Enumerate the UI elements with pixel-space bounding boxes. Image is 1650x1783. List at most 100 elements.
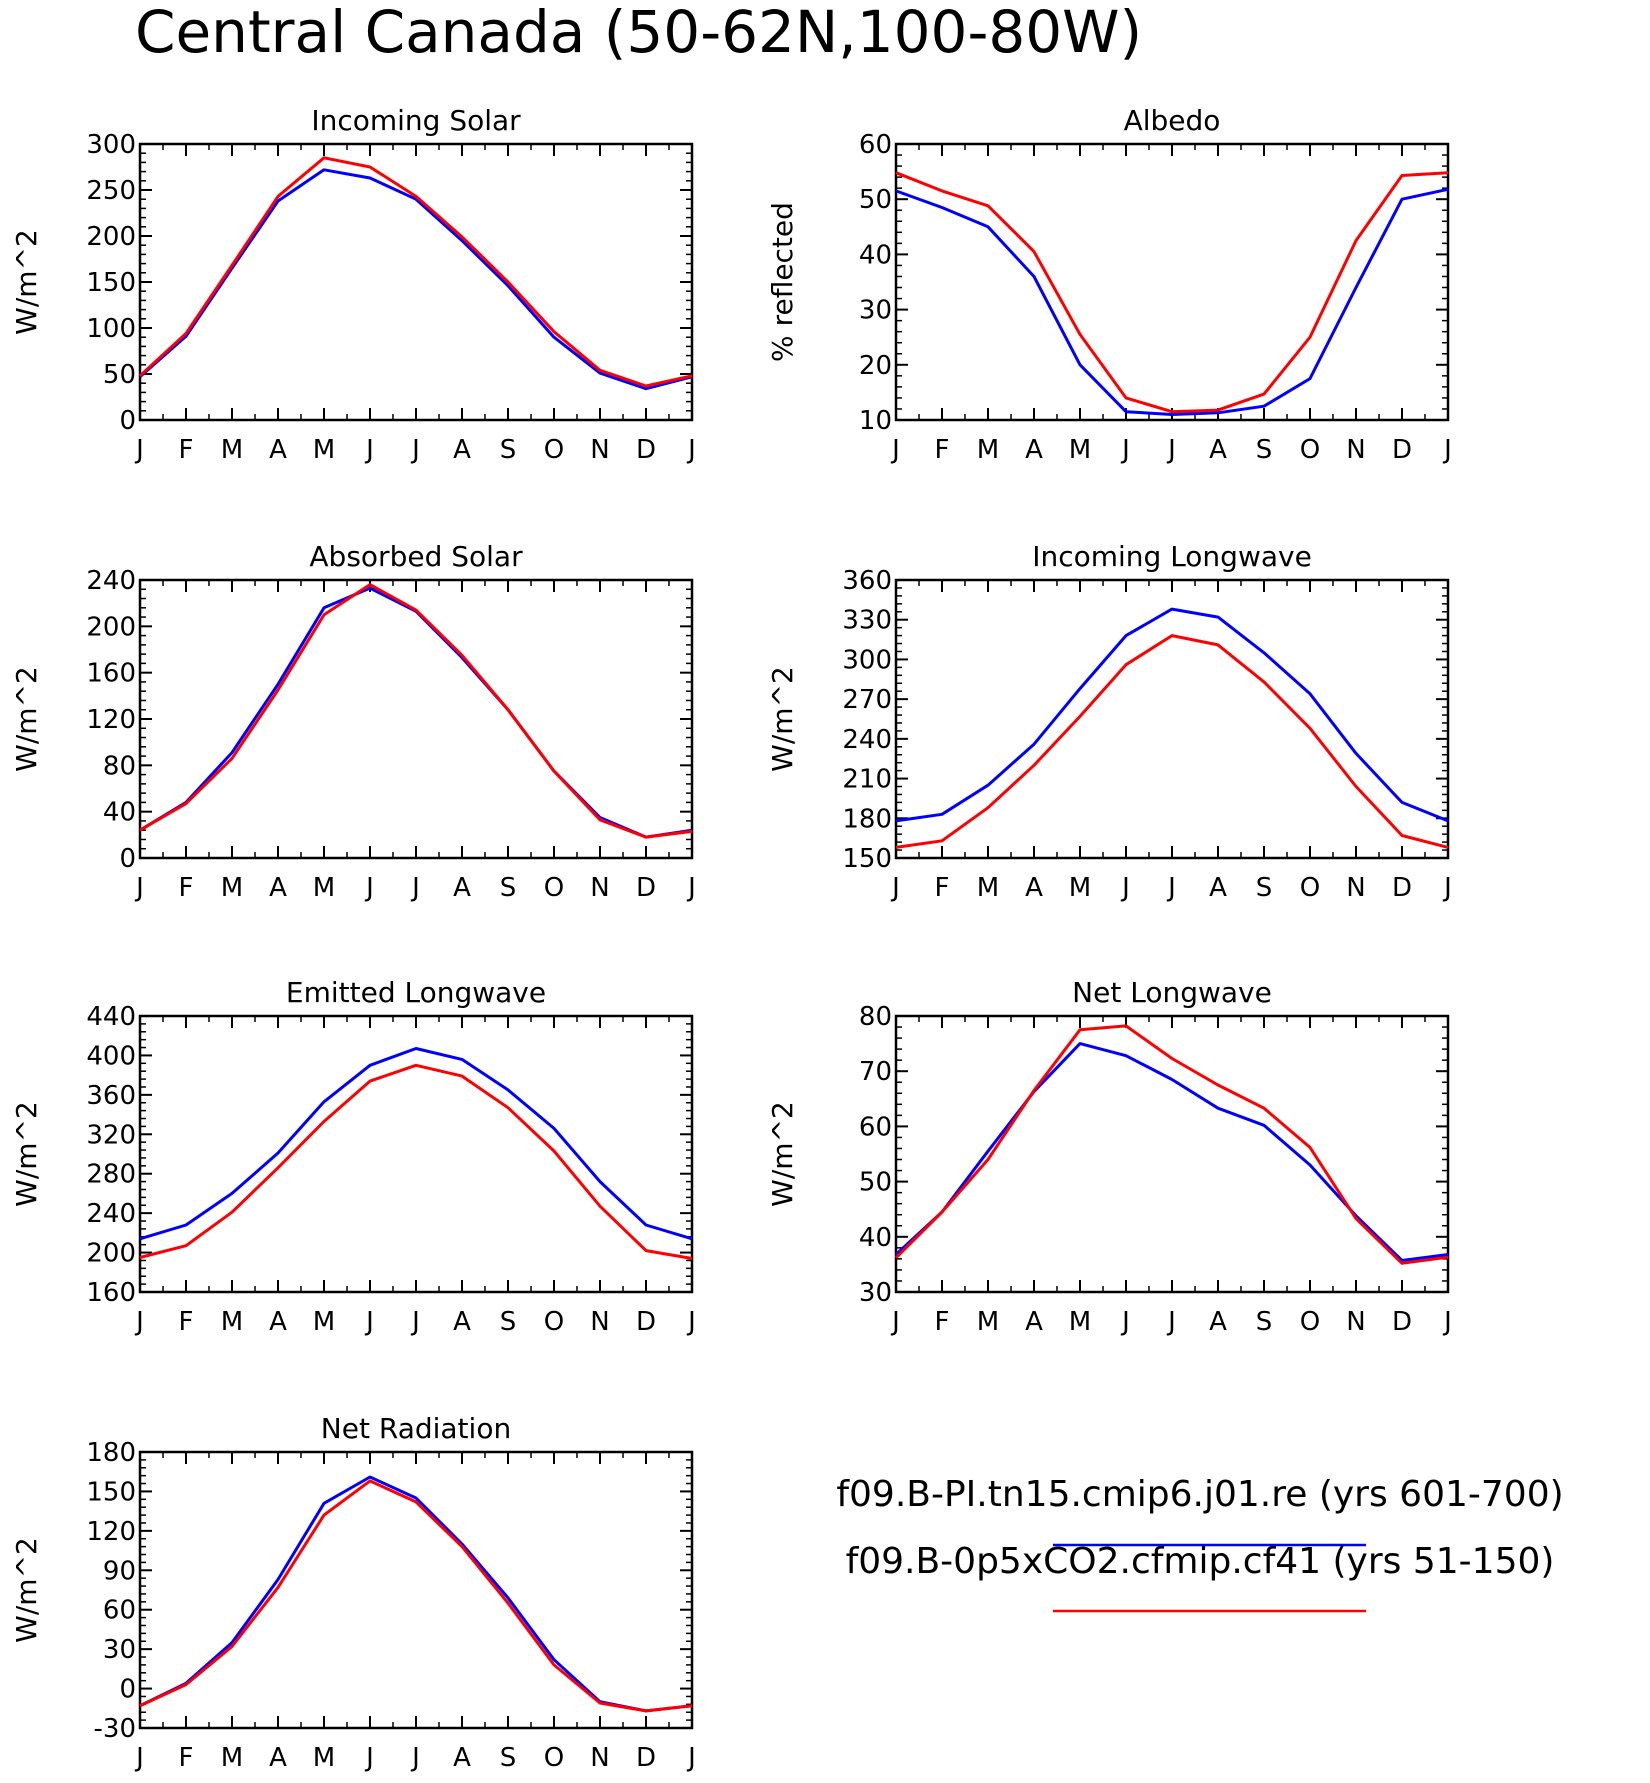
net-radiation-x-tick-label: J xyxy=(410,1743,420,1773)
incoming-longwave-x-tick-label: O xyxy=(1300,873,1320,903)
absorbed-solar-x-tick-label: F xyxy=(179,873,194,903)
incoming-longwave-y-tick-label: 150 xyxy=(842,844,892,874)
albedo-x-tick-label: S xyxy=(1256,435,1273,465)
absorbed-solar-x-tick-label: A xyxy=(453,873,471,903)
net-radiation-y-tick-label: 90 xyxy=(103,1556,136,1586)
albedo-frame xyxy=(894,142,1450,422)
net-radiation-x-tick-label: S xyxy=(500,1743,517,1773)
net-longwave-x-tick-label: S xyxy=(1256,1307,1273,1337)
net-radiation-x-tick-label: D xyxy=(636,1743,656,1773)
incoming-solar-y-tick-label: 100 xyxy=(86,314,136,344)
net-longwave-x-tick-label: J xyxy=(1442,1307,1452,1337)
emitted-longwave-x-tick-label: A xyxy=(453,1307,471,1337)
absorbed-solar-x-tick-label: N xyxy=(590,873,609,903)
emitted-longwave-y-tick-label: 280 xyxy=(86,1160,136,1190)
incoming-solar-y-tick-label: 50 xyxy=(103,360,136,390)
emitted-longwave-x-tick-label: J xyxy=(134,1307,144,1337)
net-longwave-y-tick-label: 60 xyxy=(859,1112,892,1142)
emitted-longwave-series-0-line xyxy=(139,1047,693,1241)
incoming-longwave-title: Incoming Longwave xyxy=(1032,540,1312,573)
albedo-x-tick-label: M xyxy=(1069,435,1091,465)
albedo-y-tick-label: 10 xyxy=(859,406,892,436)
absorbed-solar-series-0-line xyxy=(139,586,693,839)
incoming-longwave-y-tick-label: 240 xyxy=(842,725,892,755)
incoming-longwave-x-tick-label: N xyxy=(1346,873,1365,903)
net-radiation-y-tick-label: 60 xyxy=(103,1596,136,1626)
net-longwave-x-tick-label: M xyxy=(977,1307,999,1337)
emitted-longwave-y-tick-label: 240 xyxy=(86,1199,136,1229)
absorbed-solar-y-tick-label: 80 xyxy=(103,751,136,781)
incoming-longwave-y-tick-label: 360 xyxy=(842,566,892,596)
net-radiation-frame xyxy=(138,1450,694,1730)
incoming-longwave-x-tick-label: J xyxy=(1442,873,1452,903)
incoming-longwave-x-tick-label: J xyxy=(1120,873,1130,903)
albedo-series-1-line xyxy=(895,171,1449,414)
albedo-x-tick-label: J xyxy=(1120,435,1130,465)
emitted-longwave-x-tick-label: M xyxy=(221,1307,243,1337)
absorbed-solar-x-tick-label: M xyxy=(221,873,243,903)
emitted-longwave-x-tick-label: M xyxy=(313,1307,335,1337)
net-longwave-x-tick-label: J xyxy=(1166,1307,1176,1337)
incoming-longwave-y-tick-label: 270 xyxy=(842,685,892,715)
emitted-longwave-x-tick-label: F xyxy=(179,1307,194,1337)
net-radiation-x-tick-label: N xyxy=(590,1743,609,1773)
emitted-longwave-x-tick-label: O xyxy=(544,1307,564,1337)
net-radiation-y-axis-label: W/m^2 xyxy=(10,1537,43,1643)
net-radiation-x-tick-label: M xyxy=(221,1743,243,1773)
net-radiation-x-tick-label: M xyxy=(313,1743,335,1773)
incoming-longwave-x-tick-label: D xyxy=(1392,873,1412,903)
net-radiation-x-tick-label: J xyxy=(134,1743,144,1773)
absorbed-solar-x-tick-label: D xyxy=(636,873,656,903)
net-longwave-x-tick-label: M xyxy=(1069,1307,1091,1337)
albedo-title: Albedo xyxy=(1124,104,1221,137)
incoming-solar-y-tick-label: 200 xyxy=(86,222,136,252)
incoming-solar-x-tick-label: O xyxy=(544,435,564,465)
net-longwave-y-tick-label: 40 xyxy=(859,1223,892,1253)
incoming-longwave-series-1-line xyxy=(895,634,1449,849)
albedo-x-tick-label: O xyxy=(1300,435,1320,465)
albedo-y-tick-label: 30 xyxy=(859,296,892,326)
incoming-solar-x-tick-label: J xyxy=(364,435,374,465)
net-longwave-y-tick-label: 70 xyxy=(859,1057,892,1087)
net-longwave-y-tick-label: 80 xyxy=(859,1002,892,1032)
absorbed-solar-y-tick-label: 160 xyxy=(86,659,136,689)
net-radiation-x-tick-label: J xyxy=(364,1743,374,1773)
net-longwave-x-tick-label: N xyxy=(1346,1307,1365,1337)
legend-label-0: f09.B-PI.tn15.cmip6.j01.re (yrs 601-700) xyxy=(836,1474,1563,1515)
incoming-longwave-x-tick-label: J xyxy=(890,873,900,903)
net-longwave-series-0-line xyxy=(894,1042,1449,1262)
emitted-longwave-frame xyxy=(138,1014,694,1294)
incoming-solar-y-axis-label: W/m^2 xyxy=(10,229,43,335)
net-radiation-y-tick-label: 120 xyxy=(86,1517,136,1547)
absorbed-solar-frame xyxy=(138,578,694,860)
legend-label-1: f09.B-0p5xCO2.cfmip.cf41 (yrs 51-150) xyxy=(846,1541,1555,1582)
absorbed-solar-y-axis-label: W/m^2 xyxy=(10,666,43,772)
absorbed-solar-x-tick-label: J xyxy=(686,873,696,903)
incoming-longwave-x-tick-label: M xyxy=(977,873,999,903)
net-longwave-y-tick-label: 30 xyxy=(859,1278,892,1308)
emitted-longwave-x-tick-label: J xyxy=(686,1307,696,1337)
absorbed-solar-x-tick-label: J xyxy=(364,873,374,903)
absorbed-solar-y-tick-label: 200 xyxy=(86,612,136,642)
net-radiation-x-tick-label: A xyxy=(453,1743,471,1773)
incoming-longwave-y-tick-label: 330 xyxy=(842,606,892,636)
emitted-longwave-y-tick-label: 440 xyxy=(86,1002,136,1032)
incoming-longwave-y-tick-label: 180 xyxy=(842,804,892,834)
albedo-y-tick-label: 40 xyxy=(859,240,892,270)
incoming-solar-title: Incoming Solar xyxy=(311,104,521,137)
emitted-longwave-y-tick-label: 360 xyxy=(86,1081,136,1111)
absorbed-solar-x-tick-label: O xyxy=(544,873,564,903)
absorbed-solar-series-1-line xyxy=(139,583,693,839)
incoming-solar-x-tick-label: J xyxy=(410,435,420,465)
legend: f09.B-PI.tn15.cmip6.j01.re (yrs 601-700)… xyxy=(836,1474,1564,1613)
incoming-solar-y-tick-label: 250 xyxy=(86,176,136,206)
albedo-x-tick-label: A xyxy=(1025,435,1043,465)
absorbed-solar-title: Absorbed Solar xyxy=(309,540,523,573)
absorbed-solar-y-tick-label: 0 xyxy=(119,844,136,874)
incoming-solar-x-tick-label: S xyxy=(500,435,517,465)
emitted-longwave-x-tick-label: J xyxy=(410,1307,420,1337)
